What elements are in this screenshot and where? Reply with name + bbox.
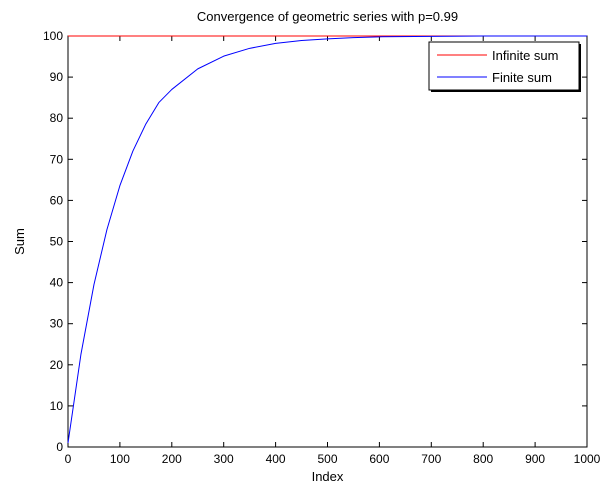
- x-axis-title: Index: [312, 469, 344, 484]
- series-lines: [67, 35, 587, 443]
- y-tick-label: 90: [50, 70, 64, 84]
- y-tick-label: 40: [50, 276, 64, 290]
- x-tick-label: 100: [110, 452, 130, 466]
- x-tick-label: 600: [369, 452, 389, 466]
- legend: Infinite sum Finite sum: [428, 41, 581, 92]
- x-tick-label: 500: [317, 452, 337, 466]
- x-tick-label: 400: [266, 452, 286, 466]
- legend-box: [428, 41, 580, 91]
- y-tick-label: 60: [50, 193, 64, 207]
- y-tick-label: 20: [50, 358, 64, 372]
- y-tick-label: 50: [50, 235, 64, 249]
- y-tick-label: 70: [50, 152, 64, 166]
- series-line-finite-sum: [67, 35, 587, 443]
- y-tick-label: 0: [56, 440, 63, 454]
- y-tick-label: 80: [50, 111, 64, 125]
- y-tick-label: 10: [50, 399, 64, 413]
- x-tick-label: 0: [65, 452, 72, 466]
- plot-area: [67, 35, 588, 448]
- axis-ticks: 0 100 200 300 400 500 600 700 800 900 1000 0 10 20 30 4…: [43, 29, 601, 466]
- legend-label-finite-sum: Finite sum: [492, 70, 552, 85]
- legend-label-infinite-sum: Infinite sum: [492, 48, 558, 63]
- y-axis-title: Sum: [12, 228, 27, 255]
- x-tick-label: 1000: [574, 452, 601, 466]
- x-tick-label: 300: [214, 452, 234, 466]
- x-tick-label: 700: [421, 452, 441, 466]
- y-tick-label: 30: [50, 317, 64, 331]
- x-tick-label: 900: [525, 452, 545, 466]
- y-tick-label: 100: [43, 29, 63, 43]
- chart-title: Convergence of geometric series with p=0…: [197, 9, 458, 24]
- x-tick-label: 200: [162, 452, 182, 466]
- x-tick-label: 800: [473, 452, 493, 466]
